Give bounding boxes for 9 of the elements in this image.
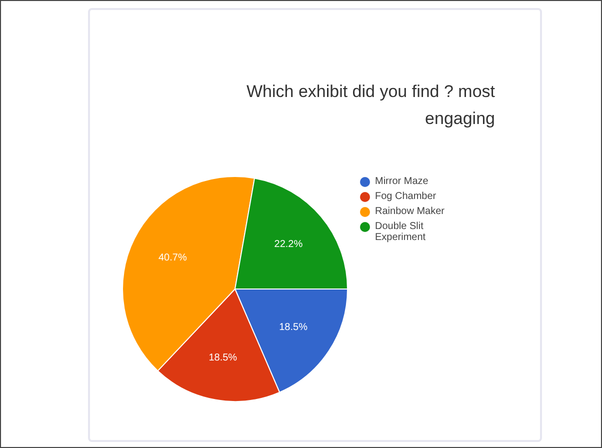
data-label: 22.2%: [274, 238, 303, 250]
data-label: 18.5%: [279, 322, 308, 334]
data-label: 40.7%: [158, 252, 187, 264]
data-label: 18.5%: [208, 352, 238, 364]
legend-label: Rainbow Maker: [375, 206, 444, 217]
chart-title: Which exhibit did you find ? most engaging: [245, 81, 495, 130]
legend-label: Fog Chamber: [375, 191, 436, 202]
legend-label: Mirror Maze: [375, 176, 428, 187]
legend-label: Double Slit Experiment: [375, 221, 427, 243]
